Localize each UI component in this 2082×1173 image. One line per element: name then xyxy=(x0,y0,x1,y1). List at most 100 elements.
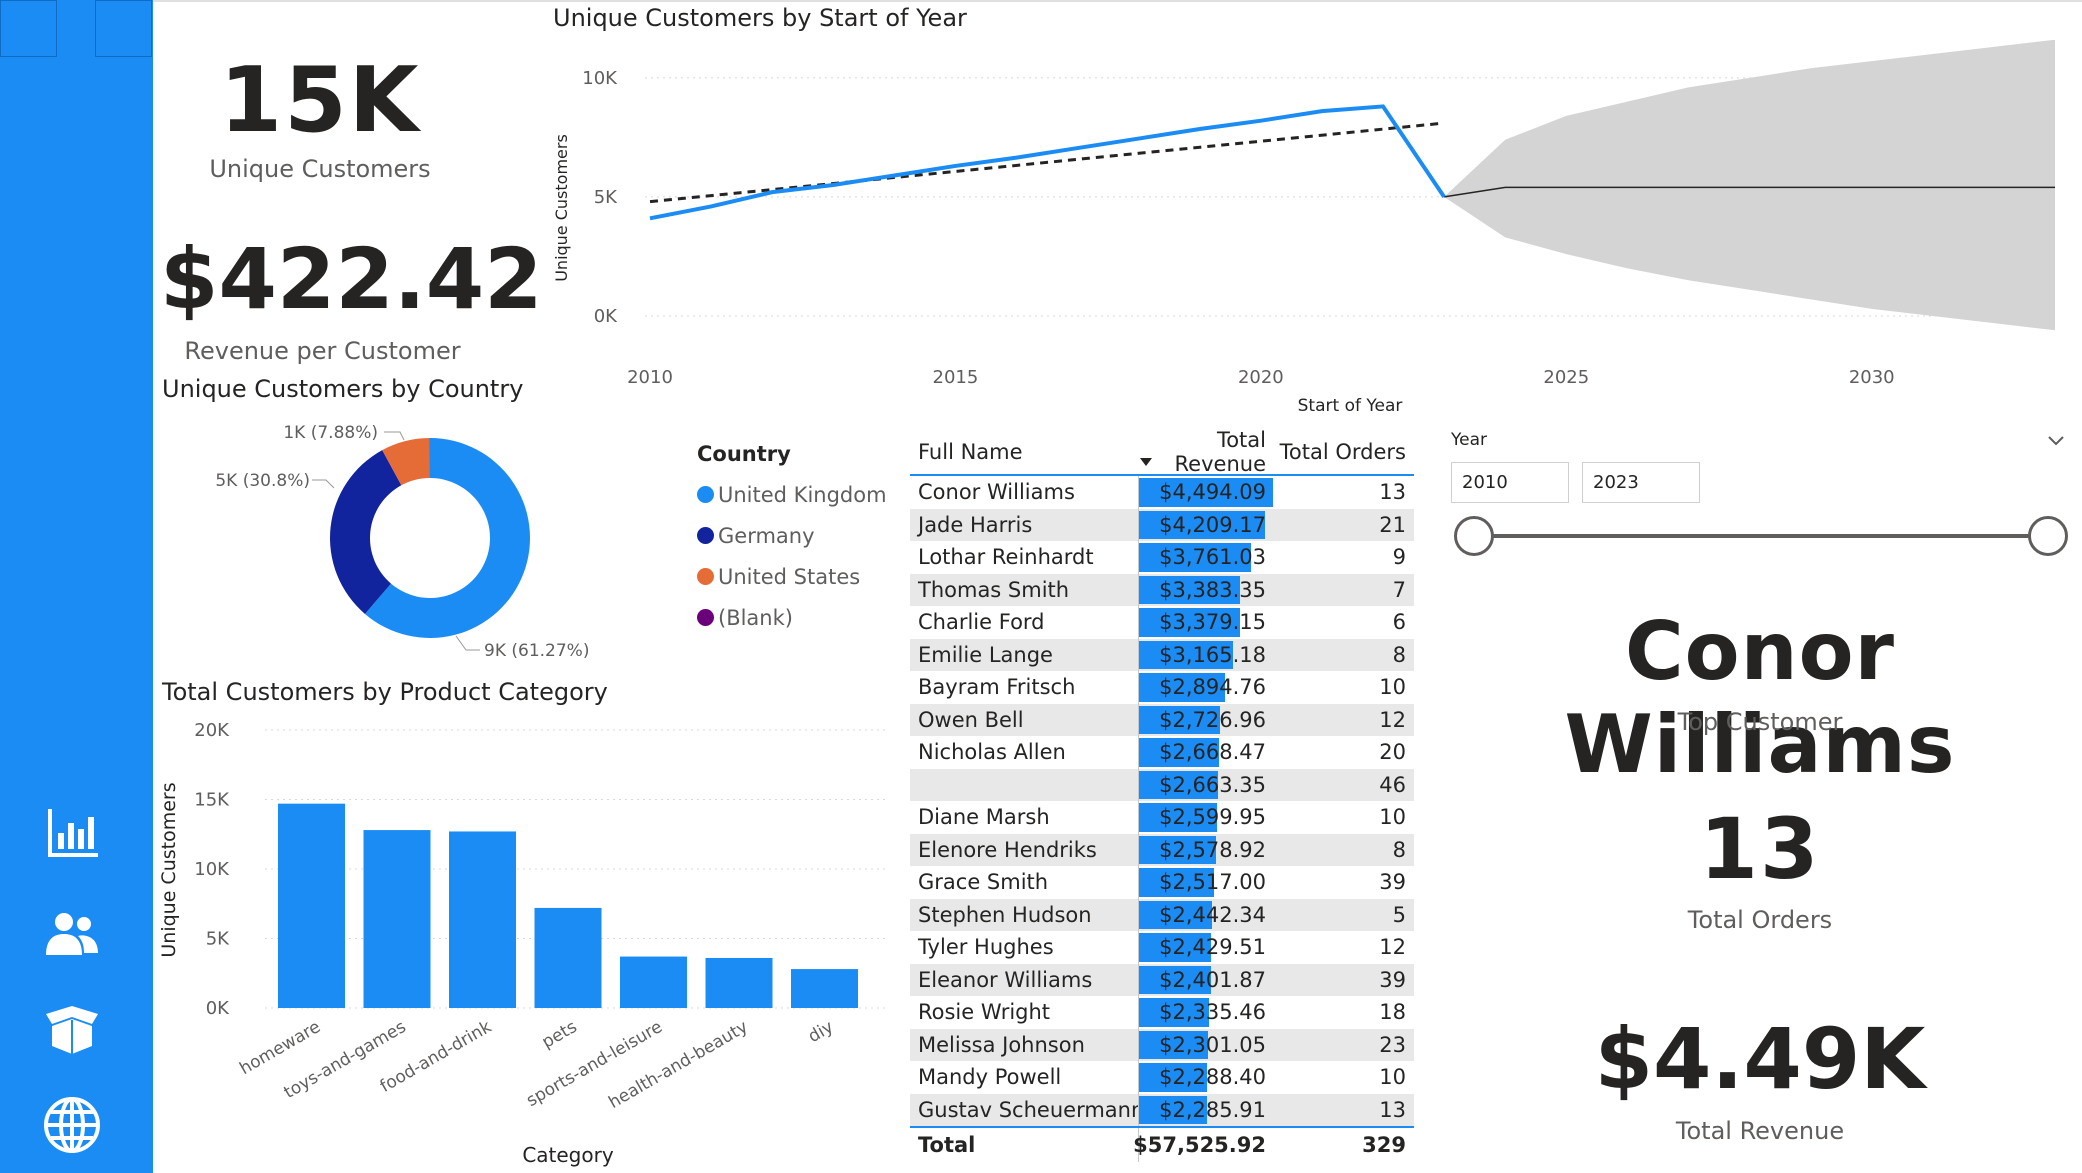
category-bar xyxy=(449,831,516,1008)
year-end-input[interactable]: 2023 xyxy=(1582,462,1700,503)
y-tick-label: 10K xyxy=(194,859,230,880)
revenue-value: $2,288.40 xyxy=(1159,1065,1266,1090)
y-tick-label: 5K xyxy=(594,187,618,208)
table-row[interactable]: $2,663.35 46 xyxy=(910,768,1414,801)
total-revenue-value-cell: $57,525.92 xyxy=(1133,1133,1266,1157)
table-row[interactable]: Nicholas Allen $2,668.47 20 xyxy=(910,736,1414,769)
table-row[interactable]: Diane Marsh $2,599.95 10 xyxy=(910,801,1414,834)
legend-item[interactable]: Germany xyxy=(697,515,887,556)
cell-total-revenue: $2,401.87 xyxy=(1138,963,1276,996)
revenue-per-customer-value: $422.42 xyxy=(160,230,543,328)
table-row[interactable]: Bayram Fritsch $2,894.76 10 xyxy=(910,671,1414,704)
nav-tab-2[interactable] xyxy=(95,0,152,57)
table-row[interactable]: Owen Bell $2,726.96 12 xyxy=(910,703,1414,736)
nav-tab-1[interactable] xyxy=(0,0,57,57)
globe-icon[interactable] xyxy=(42,1095,102,1155)
total-orders-cell: 329 xyxy=(1362,1133,1406,1157)
cell-total-orders: 10 xyxy=(1379,805,1406,830)
table-row[interactable]: Emilie Lange $3,165.18 8 xyxy=(910,638,1414,671)
cell-total-orders: 18 xyxy=(1379,1000,1406,1025)
cell-full-name: Mandy Powell xyxy=(918,1065,1062,1090)
table-header: Full Name Total Revenue Total Orders xyxy=(910,428,1414,476)
revenue-value: $2,663.35 xyxy=(1159,772,1266,797)
cell-full-name: Grace Smith xyxy=(918,870,1049,895)
cell-full-name: Thomas Smith xyxy=(918,577,1070,602)
legend-item[interactable]: United Kingdom xyxy=(697,474,887,515)
table-row[interactable]: Lothar Reinhardt $3,761.03 9 xyxy=(910,541,1414,574)
header-full-name[interactable]: Full Name xyxy=(918,440,1023,464)
legend-item[interactable]: United States xyxy=(697,556,887,597)
total-orders-label: Total Orders xyxy=(1687,906,1833,934)
forecast-band xyxy=(1444,40,2055,331)
revenue-per-customer-label: Revenue per Customer xyxy=(184,337,461,365)
x-tick-label: 2030 xyxy=(1849,367,1895,388)
revenue-value: $2,578.92 xyxy=(1159,837,1266,862)
revenue-data-bar xyxy=(1139,803,1217,832)
year-slider-end-handle[interactable] xyxy=(2028,516,2068,556)
line-chart-title: Unique Customers by Start of Year xyxy=(553,4,967,32)
donut-label: 9K (61.27%) xyxy=(484,641,589,661)
total-revenue-value: $4.49K xyxy=(1594,1010,1926,1108)
users-icon[interactable] xyxy=(42,905,102,965)
header-total-orders[interactable]: Total Orders xyxy=(1279,440,1406,464)
legend-item[interactable]: (Blank) xyxy=(697,597,887,638)
table-row[interactable]: Jade Harris $4,209.17 21 xyxy=(910,508,1414,541)
donut-slice xyxy=(364,438,530,638)
donut-slice xyxy=(382,438,430,486)
cell-total-orders: 7 xyxy=(1392,577,1406,602)
table-row[interactable]: Gustav Scheuermann $2,285.91 13 xyxy=(910,1093,1414,1126)
year-slider-start-handle[interactable] xyxy=(1454,516,1494,556)
bar-chart-icon[interactable] xyxy=(42,805,102,865)
donut-chart-title: Unique Customers by Country xyxy=(162,375,524,403)
cell-total-revenue: $2,429.51 xyxy=(1138,931,1276,964)
legend-dot xyxy=(697,568,714,585)
table-row[interactable]: Elenore Hendriks $2,578.92 8 xyxy=(910,833,1414,866)
chevron-down-icon[interactable] xyxy=(2046,430,2066,450)
table-row[interactable]: Tyler Hughes $2,429.51 12 xyxy=(910,931,1414,964)
donut-slice xyxy=(330,450,402,614)
table-row[interactable]: Eleanor Williams $2,401.87 39 xyxy=(910,963,1414,996)
table-row[interactable]: Mandy Powell $2,288.40 10 xyxy=(910,1061,1414,1094)
bar-chart-title: Total Customers by Product Category xyxy=(162,678,608,706)
revenue-data-bar xyxy=(1139,965,1211,994)
revenue-value: $3,165.18 xyxy=(1159,642,1266,667)
table-row[interactable]: Melissa Johnson $2,301.05 23 xyxy=(910,1028,1414,1061)
category-bar xyxy=(278,803,345,1008)
cell-total-orders: 12 xyxy=(1379,935,1406,960)
table-total-row: Total $57,525.92 329 xyxy=(910,1126,1414,1162)
category-bar xyxy=(534,907,602,1008)
y-tick-label: 0K xyxy=(206,998,230,1019)
revenue-data-bar xyxy=(1139,705,1221,734)
x-axis-title: Category xyxy=(522,1143,614,1167)
category-bar xyxy=(363,830,431,1008)
cell-total-orders: 9 xyxy=(1392,545,1406,570)
header-total-revenue[interactable]: Total Revenue xyxy=(1138,428,1276,476)
table-row[interactable]: Grace Smith $2,517.00 39 xyxy=(910,866,1414,899)
sidebar xyxy=(0,0,153,1173)
x-tick-label: pets xyxy=(539,1017,581,1053)
cell-full-name: Nicholas Allen xyxy=(918,740,1066,765)
top-customer-value: Conor Williams xyxy=(1564,605,1956,791)
year-start-input[interactable]: 2010 xyxy=(1451,462,1569,503)
table-row[interactable]: Conor Williams $4,494.09 13 xyxy=(910,476,1414,509)
cell-full-name: Eleanor Williams xyxy=(918,967,1093,992)
table-row[interactable]: Thomas Smith $3,383.35 7 xyxy=(910,573,1414,606)
revenue-data-bar xyxy=(1139,608,1240,637)
revenue-value: $2,894.76 xyxy=(1159,675,1266,700)
table-row[interactable]: Stephen Hudson $2,442.34 5 xyxy=(910,898,1414,931)
unique-customers-label: Unique Customers xyxy=(209,155,431,183)
cell-full-name: Diane Marsh xyxy=(918,805,1050,830)
cell-full-name: Owen Bell xyxy=(918,707,1024,732)
box-icon[interactable] xyxy=(42,1000,102,1060)
revenue-data-bar xyxy=(1139,640,1234,669)
trend-line xyxy=(649,121,1445,204)
year-slider-track[interactable] xyxy=(1474,534,2048,538)
y-tick-label: 0K xyxy=(594,306,618,327)
line-chart: 10K 5K 0K 2010 2015 2020 2025 2030 Start of Year… xyxy=(552,40,2055,416)
cell-total-revenue: $2,517.00 xyxy=(1138,866,1276,899)
table-row[interactable]: Charlie Ford $3,379.15 6 xyxy=(910,606,1414,639)
table-row[interactable]: Rosie Wright $2,335.46 18 xyxy=(910,996,1414,1029)
y-tick-label: 20K xyxy=(194,720,230,741)
cell-total-orders: 39 xyxy=(1379,967,1406,992)
